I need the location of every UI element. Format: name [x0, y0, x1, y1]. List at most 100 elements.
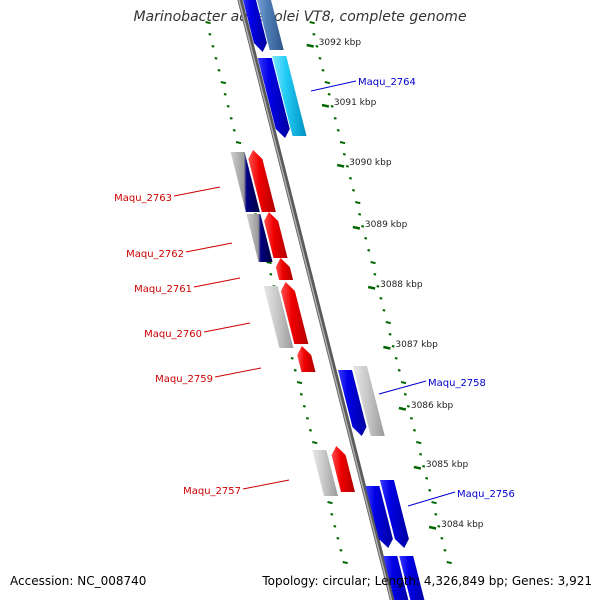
gene-label-maqu-2758[interactable]: Maqu_2758 [428, 378, 486, 389]
kbp-ticks-layer: 3092 kbp 3091 kbp 3090 kbp 3089 kbp 3088 kbp… [306, 38, 484, 530]
forward-dot-track-dot [309, 21, 315, 25]
backbone-layer [237, 0, 395, 600]
kbp-tick-label: 3087 kbp [395, 340, 438, 350]
forward-dot-track-dot [400, 381, 407, 385]
forward-dot-track-dot [333, 117, 337, 120]
forward-dot-track-dot [397, 369, 401, 372]
reverse-dot-track-dot [223, 93, 227, 96]
gene-label-leader [185, 242, 233, 253]
forward-dot-track-dot [312, 33, 316, 36]
forward-dot-track-dot [373, 273, 377, 276]
forward-dot-track-dot [342, 153, 346, 156]
reverse-dot-track-dot [333, 525, 337, 528]
map-title: Marinobacter aquaeolei VT8, complete gen… [133, 9, 467, 25]
reverse-dot-track-dot [220, 81, 227, 85]
kbp-tick-mark [367, 285, 376, 290]
gene-feature[interactable] [365, 486, 393, 548]
gene-label-leader [242, 479, 290, 490]
forward-dot-track-dot [385, 321, 392, 325]
reverse-dot-track-dot [211, 45, 215, 48]
forward-dot-track-dot [434, 513, 438, 516]
gene-label-maqu-2756[interactable]: Maqu_2756 [457, 489, 515, 500]
gene-feature[interactable] [383, 556, 411, 600]
kbp-tick-mark [413, 465, 422, 470]
forward-dot-track-dot [327, 93, 331, 96]
kbp-tick-label: 3091 kbp [334, 98, 377, 108]
gene-labels-layer: Maqu_2764 Maqu_2763 Maqu_2762 Maqu_2761 Maqu… [114, 77, 515, 507]
reverse-dot-track-dot [302, 405, 306, 408]
reverse-dot-track-dot [217, 69, 221, 72]
forward-dot-track-dot [345, 165, 349, 168]
reverse-dot-track-dot [269, 273, 273, 276]
forward-dot-track-dot [370, 261, 376, 265]
gene-label-maqu-2759[interactable]: Maqu_2759 [155, 374, 213, 385]
gene-feature[interactable] [248, 150, 276, 212]
reverse-dot-track-dot [339, 549, 343, 552]
gene-feature[interactable] [312, 450, 338, 496]
gene-label-maqu-2763[interactable]: Maqu_2763 [114, 193, 172, 204]
forward-dot-track-dot [336, 129, 340, 132]
gene-feature[interactable] [263, 286, 294, 348]
kbp-tick-mark [352, 225, 361, 230]
kbp-tick-mark [383, 345, 391, 350]
forward-dot-track-dot [394, 357, 398, 360]
kbp-tick-label: 3089 kbp [365, 220, 408, 230]
genome-summary-text: Topology: circular; Length: 4,326,849 bp… [262, 574, 592, 588]
forward-dot-track-dot [361, 225, 365, 228]
forward-dot-track-dot [431, 501, 437, 505]
kbp-tick-label: 3092 kbp [319, 38, 362, 48]
reverse-dot-track-dot [229, 117, 233, 120]
gene-label-leader [203, 322, 251, 333]
gene-label-maqu-2761[interactable]: Maqu_2761 [134, 284, 192, 295]
forward-dot-track-dot [355, 201, 361, 205]
gene-feature[interactable] [246, 214, 273, 262]
gene-label-maqu-2764[interactable]: Maqu_2764 [358, 77, 416, 88]
gene-label-maqu-2760[interactable]: Maqu_2760 [144, 329, 202, 340]
gene-feature[interactable] [275, 258, 294, 280]
gene-feature[interactable] [379, 480, 409, 548]
reverse-dot-track-dot [293, 369, 297, 372]
forward-dot-track-dot [364, 237, 368, 240]
reverse-dot-track-dot [336, 537, 340, 540]
gene-feature[interactable] [297, 346, 316, 372]
gene-label-leader [378, 380, 427, 395]
reverse-dot-track-dot [296, 381, 303, 385]
gene-feature[interactable] [257, 58, 290, 138]
gene-feature[interactable] [399, 556, 427, 600]
forward-dot-track-dot [382, 309, 386, 312]
reverse-dot-track-dot [214, 57, 218, 60]
gene-feature[interactable] [272, 56, 307, 136]
reverse-dot-track-dot [305, 417, 309, 420]
gene-feature[interactable] [242, 0, 267, 52]
gene-label-maqu-2757[interactable]: Maqu_2757 [183, 486, 241, 497]
forward-dot-track-dot [422, 465, 426, 468]
forward-dot-track-dot [367, 249, 371, 252]
reverse-dot-track-dot [205, 21, 211, 25]
forward-dot-track-dot [416, 441, 422, 445]
forward-dot-track-dot [428, 489, 432, 492]
gene-feature[interactable] [230, 152, 260, 212]
gene-feature[interactable] [264, 212, 288, 258]
kbp-tick-mark [398, 406, 407, 411]
gene-feature[interactable] [352, 366, 385, 436]
forward-dot-track-dot [443, 549, 447, 552]
gene-label-leader [214, 367, 262, 378]
gene-feature[interactable] [331, 446, 355, 492]
forward-dot-track-dot [425, 477, 429, 480]
forward-dot-track-dot [409, 417, 413, 420]
forward-dot-track-dot [330, 105, 334, 108]
reverse-dot-track-dot [232, 129, 236, 132]
gene-feature[interactable] [256, 0, 284, 50]
gene-label-maqu-2762[interactable]: Maqu_2762 [126, 249, 184, 260]
reverse-dot-track-dot [208, 33, 212, 36]
forward-dot-track-dot [376, 285, 380, 288]
gene-feature[interactable] [280, 282, 309, 344]
forward-dot-track-dot [406, 405, 410, 408]
reverse-dot-track-dot [330, 513, 334, 516]
forward-dot-track-dot [403, 393, 407, 396]
forward-dot-track-dot [318, 57, 322, 60]
kbp-tick-mark [306, 43, 314, 48]
kbp-tick-mark [336, 163, 345, 168]
gene-feature[interactable] [337, 370, 367, 436]
